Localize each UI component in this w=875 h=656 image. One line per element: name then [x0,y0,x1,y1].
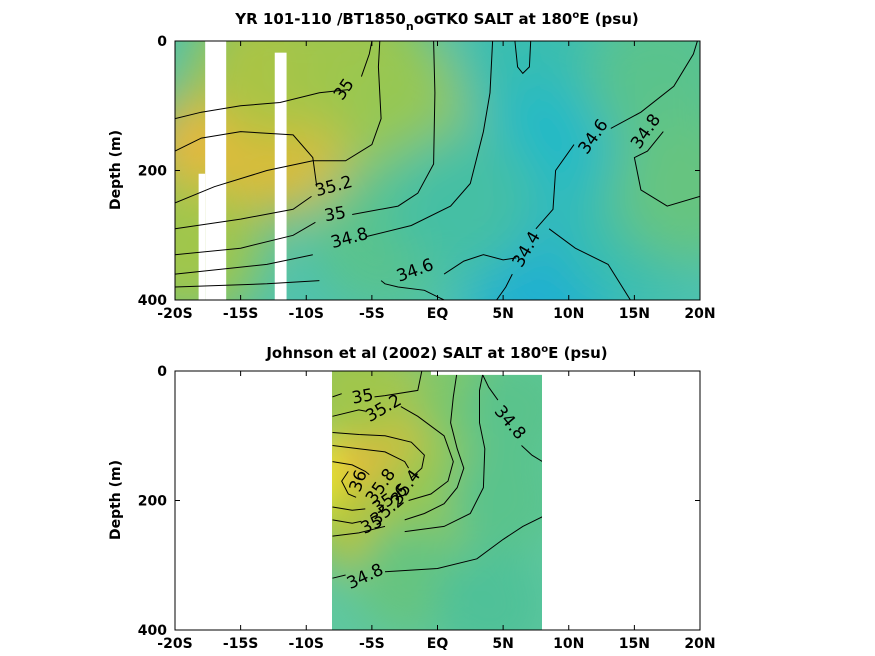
bottom-chart-title: Johnson et al (2002) SALT at 180oE (psu) [265,344,607,362]
contour-line [610,41,698,129]
top-masked-columns [198,41,287,300]
contour-line [374,371,423,398]
x-tick-label: 5N [492,636,513,652]
contour-line [175,254,313,275]
contour-line [521,445,542,462]
x-tick-label: -10S [289,306,324,322]
field-blob [435,549,542,630]
y-tick-label: 200 [138,494,167,510]
bottom-contour-lines [332,371,542,579]
contour-line [175,221,316,256]
contour-line [332,445,410,469]
contour-line [404,371,486,533]
contour-line [366,41,494,237]
y-tick-label: 200 [138,164,167,180]
contour-line [443,254,517,275]
contour-line [332,519,362,524]
contour-line [535,144,575,230]
contour-line [548,228,631,300]
x-tick-label: -15S [223,306,258,322]
bottom-heatmap [332,371,542,630]
top-heatmap [175,41,700,300]
x-tick-label: 20N [684,306,715,322]
contour-line [384,516,542,573]
bottom-title-main: Johnson et al (2002) SALT at 180 [265,344,541,362]
contour-line [332,461,370,475]
contour-line [633,131,700,207]
bottom-y-axis-label: Depth (m) [108,460,124,540]
masked-column [205,41,227,300]
contour-line [175,195,312,230]
contour-line [175,89,349,120]
y-tick-label: 0 [157,364,167,380]
bottom-title-end: E (psu) [548,344,608,362]
contour-line [332,409,366,417]
contour-line [332,525,386,537]
contour-line [400,406,454,501]
field-blob [332,371,408,446]
contour-line [332,506,366,511]
top-contour-lines [175,41,700,300]
contour-line [496,273,513,300]
field-blob [461,371,542,465]
contour-line [480,371,499,401]
top-title-rest: oGTK0 SALT at 180 [414,10,573,28]
contour-label: 35 [323,203,348,226]
y-tick-label: 0 [157,34,167,50]
contour-line [175,41,382,204]
bottom-y-axis-ticks: 0 200 400 [138,364,700,639]
contour-label: 35 [350,385,375,408]
bottom-panel: Johnson et al (2002) SALT at 180oE (psu)… [108,344,716,652]
contour-line [352,41,436,215]
contour-line [380,280,445,300]
bottom-heatmap-fields [332,371,542,630]
masked-column [274,52,287,300]
x-tick-label: -20S [157,306,192,322]
x-tick-label: -5S [359,306,385,322]
x-tick-label: -15S [223,636,258,652]
x-tick-label: 15N [619,636,650,652]
contour-line [332,432,425,479]
top-y-axis-label: Depth (m) [108,130,124,210]
top-panel: YR 101-110 /BT1850noGTK0 SALT at 180oE (… [108,10,716,322]
contour-line [175,280,320,288]
x-tick-label: -20S [157,636,192,652]
bottom-title-sup: o [541,344,548,355]
top-title-main: YR 101-110 /BT1850 [234,10,406,28]
top-title-end: E (psu) [579,10,639,28]
contour-line [175,131,318,187]
x-tick-label: 10N [553,306,584,322]
contour-line [341,471,357,498]
masked-column [198,173,206,300]
contour-line [332,574,346,579]
field-blob [388,127,539,278]
top-x-axis-ticks: -20S -15S -10S -5S EQ 5N 10N 15N 20N [157,41,716,322]
x-tick-label: EQ [427,636,449,652]
field-blob [448,445,542,556]
contour-line [514,41,532,75]
field-blob [611,114,700,265]
contour-line [360,41,373,77]
x-tick-label: 5N [492,306,513,322]
contour-line [332,393,342,398]
x-tick-label: EQ [427,306,449,322]
x-tick-label: 10N [553,636,584,652]
x-tick-label: 20N [684,636,715,652]
y-tick-label: 400 [138,623,167,639]
top-chart-title: YR 101-110 /BT1850noGTK0 SALT at 180oE (… [234,10,639,33]
top-title-sub: n [406,20,414,33]
x-tick-label: 15N [619,306,650,322]
bottom-x-axis-ticks: -20S -15S -10S -5S EQ 5N 10N 15N 20N [157,371,716,652]
y-tick-label: 400 [138,293,167,309]
x-tick-label: -10S [289,636,324,652]
contour-line [404,371,465,521]
top-y-axis-ticks: 0 200 400 [138,34,700,309]
top-title-sup: o [572,10,579,21]
x-tick-label: -5S [359,636,385,652]
bottom-data-notch [430,371,543,375]
